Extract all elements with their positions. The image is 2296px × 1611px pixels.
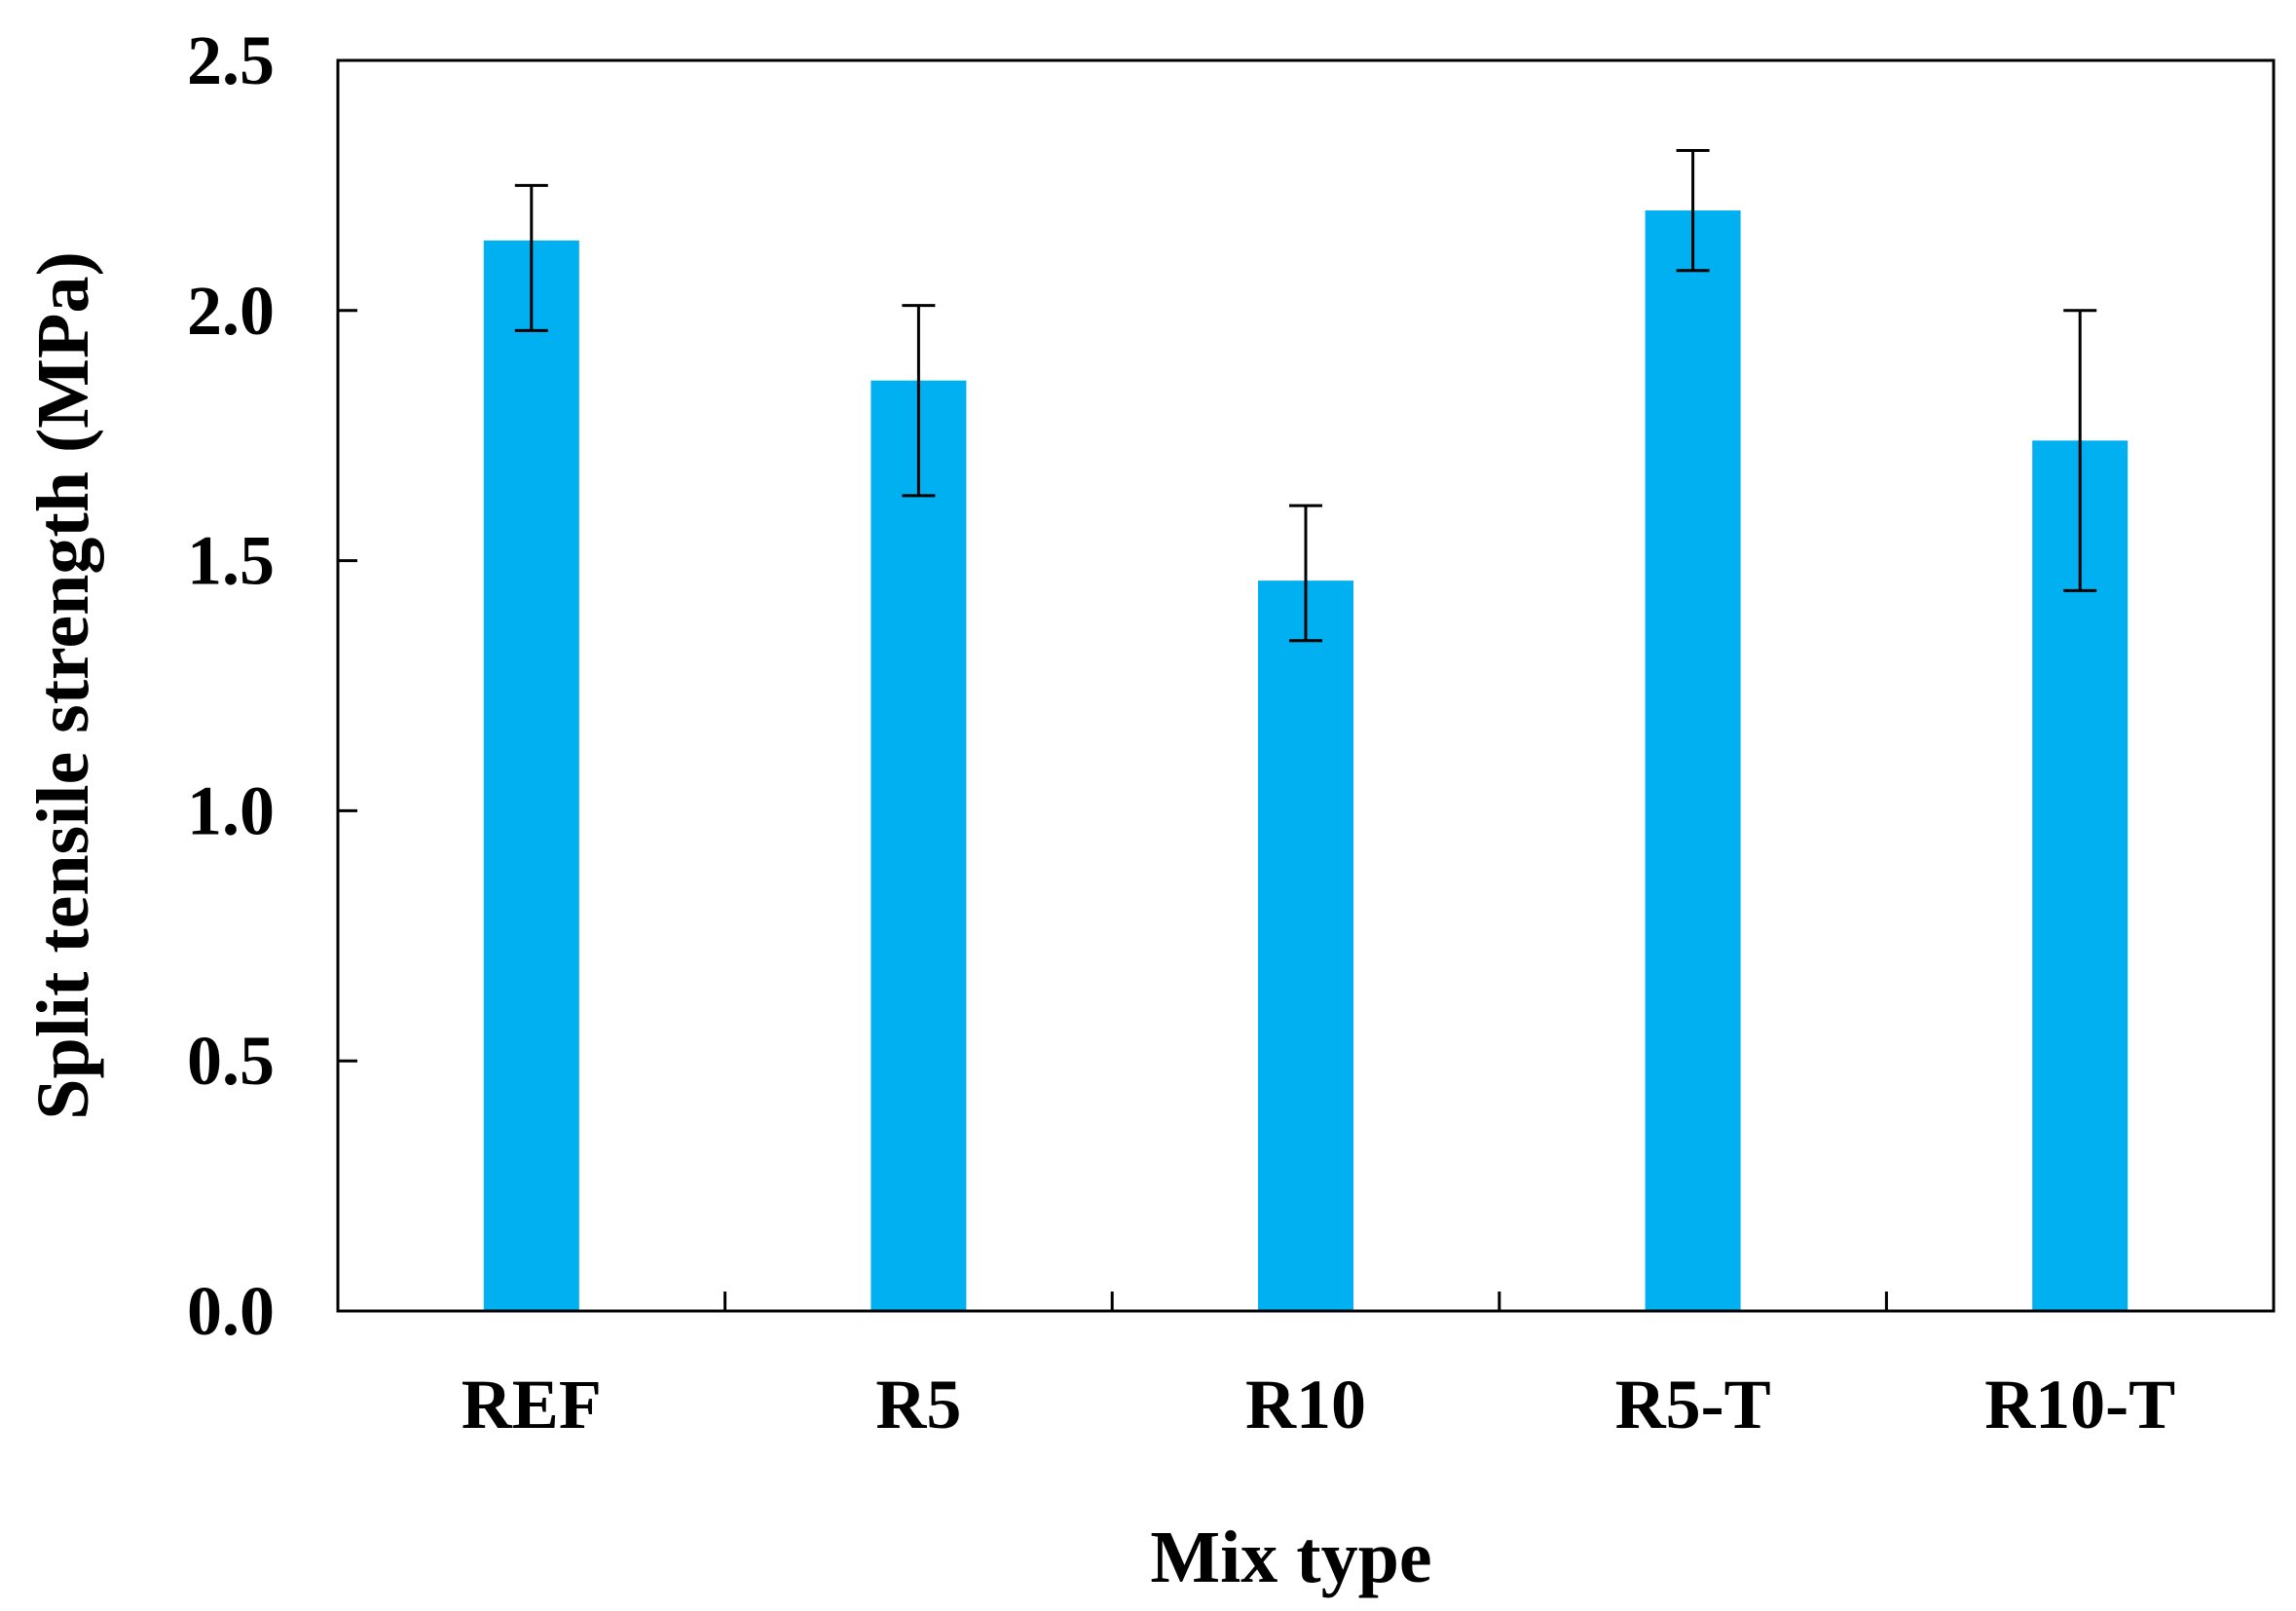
bars-layer [483,210,2129,1312]
error-bars-layer [514,148,2097,643]
y-axis-title: Split tensile strength (MPa) [22,251,104,1120]
y-tick-label: 2.0 [187,272,275,350]
x-tick-label-ref: REF [462,1366,602,1443]
bar-r10 [1258,581,1353,1311]
x-tick-label-r5: R5 [875,1366,961,1443]
x-tick-label-r5-t: R5-T [1615,1366,1771,1443]
x-axis-ticks: REF R5 R10 R5-T R10-T [462,1292,2175,1443]
plot-frame [336,58,2276,1313]
bar-r5-t [1645,210,1741,1312]
y-axis-ticks: 0.0 0.5 1.0 1.5 2.0 2.5 [187,21,357,1350]
y-tick-label: 1.5 [187,522,275,600]
y-tick-label: 2.5 [187,21,275,99]
x-axis-title: Mix type [1150,1517,1431,1598]
x-tick-label-r10-t: R10-T [1984,1366,2175,1443]
y-tick-label: 1.0 [187,771,275,849]
y-tick-label: 0.0 [187,1272,275,1350]
bar-ref [483,240,579,1311]
x-tick-label-r10: R10 [1245,1366,1366,1443]
y-tick-label: 0.5 [187,1022,275,1100]
bar-r5 [870,380,967,1312]
